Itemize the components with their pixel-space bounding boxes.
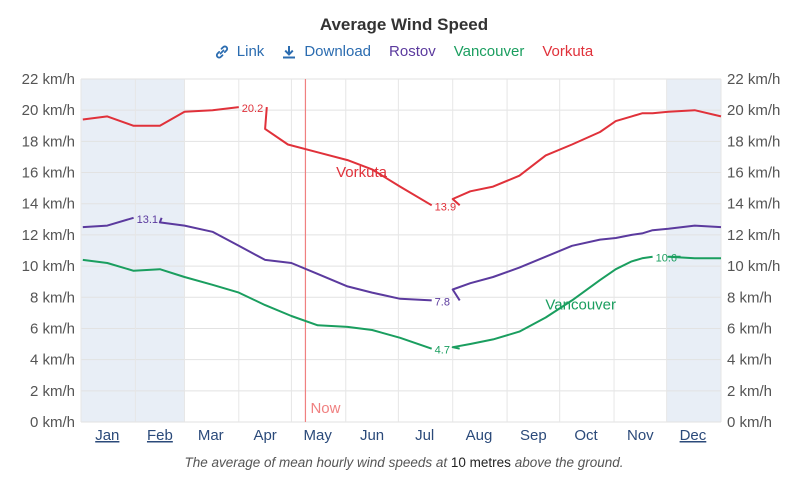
y-tick-label-left: 18 km/h: [22, 133, 75, 150]
series-line-vorkuta: [451, 109, 722, 207]
y-tick-label-right: 22 km/h: [727, 71, 780, 88]
data-label-vorkuta: 13.9: [435, 201, 456, 213]
series-line-rostov: [158, 217, 432, 302]
series-line-rostov: [451, 224, 722, 301]
download-button[interactable]: Download: [282, 43, 371, 60]
chart-title: Average Wind Speed: [319, 15, 489, 34]
series-line-vancouver: [667, 255, 721, 260]
shaded-band-1: [666, 79, 721, 422]
x-tick-label-feb: Feb: [147, 427, 173, 444]
data-label-vancouver: 10.6: [656, 253, 677, 265]
x-tick-label-jun: Jun: [360, 427, 384, 444]
series-line-vancouver: [451, 255, 653, 350]
x-tick-label-aug: Aug: [466, 427, 493, 444]
y-tick-label-right: 2 km/h: [727, 383, 772, 400]
x-tick-label-oct: Oct: [574, 427, 598, 444]
series-line-vorkuta: [82, 106, 239, 127]
y-tick-label-right: 16 km/h: [727, 165, 780, 182]
x-tick-label-may: May: [304, 427, 333, 444]
now-label: Now: [310, 400, 340, 417]
x-tick-label-jan: Jan: [95, 427, 119, 444]
data-label-rostov: 13.1: [137, 214, 158, 226]
y-tick-label-right: 20 km/h: [727, 102, 780, 119]
x-tick-label-nov: Nov: [627, 427, 654, 444]
series-line-rostov: [82, 216, 134, 229]
series-line-vorkuta: [264, 107, 433, 207]
legend-item-rostov[interactable]: Rostov: [389, 43, 436, 60]
x-tick-label-jul: Jul: [415, 427, 434, 444]
y-tick-label-right: 12 km/h: [727, 227, 780, 244]
shaded-band-0: [81, 79, 185, 422]
data-label-vorkuta: 20.2: [242, 103, 263, 115]
caption-emphasis: 10 metres: [450, 455, 511, 470]
legend-item-vancouver[interactable]: Vancouver: [453, 43, 525, 60]
link-icon: [215, 45, 228, 58]
y-tick-label-left: 0 km/h: [30, 414, 75, 431]
legend-item-vorkuta[interactable]: Vorkuta: [542, 43, 594, 60]
y-tick-label-right: 10 km/h: [727, 258, 780, 275]
y-tick-label-right: 18 km/h: [727, 133, 780, 150]
y-tick-label-left: 20 km/h: [22, 102, 75, 119]
y-tick-label-left: 12 km/h: [22, 227, 75, 244]
y-tick-label-left: 2 km/h: [30, 383, 75, 400]
y-tick-label-left: 8 km/h: [30, 289, 75, 306]
link-label: Link: [236, 43, 265, 60]
download-icon: [283, 45, 296, 58]
y-tick-label-left: 10 km/h: [22, 258, 75, 275]
x-tick-label-apr: Apr: [253, 427, 276, 444]
series-label-vancouver: Vancouver: [545, 297, 616, 314]
y-tick-label-right: 4 km/h: [727, 352, 772, 369]
y-tick-label-left: 16 km/h: [22, 165, 75, 182]
caption-suffix: above the ground.: [514, 455, 624, 470]
link-button[interactable]: Link: [215, 43, 265, 60]
y-tick-label-left: 6 km/h: [30, 320, 75, 337]
data-label-vancouver: 4.7: [435, 345, 450, 357]
y-tick-label-right: 0 km/h: [727, 414, 772, 431]
chart-caption: The average of mean hourly wind speeds a…: [0, 455, 808, 470]
x-tick-label-sep: Sep: [520, 427, 547, 444]
download-label: Download: [304, 43, 372, 60]
y-tick-label-right: 8 km/h: [727, 289, 772, 306]
chart-legend: Link Download Rostov Vancouver Vorkuta: [0, 43, 808, 60]
y-tick-label-right: 6 km/h: [727, 320, 772, 337]
caption-prefix: The average of mean hourly wind speeds a…: [184, 455, 448, 470]
y-tick-label-left: 4 km/h: [30, 352, 75, 369]
y-tick-label-right: 14 km/h: [727, 196, 780, 213]
series-label-vorkuta: Vorkuta: [336, 164, 388, 181]
x-tick-label-dec: Dec: [680, 427, 707, 444]
x-tick-label-mar: Mar: [198, 427, 224, 444]
y-tick-label-left: 22 km/h: [22, 71, 75, 88]
y-tick-label-left: 14 km/h: [22, 196, 75, 213]
data-label-rostov: 7.8: [435, 296, 450, 308]
series-line-vancouver: [82, 258, 433, 350]
